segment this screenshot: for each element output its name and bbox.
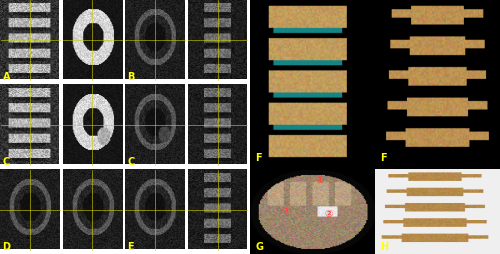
Text: A: A [2, 71, 10, 81]
Text: G: G [255, 241, 263, 251]
Text: D: D [2, 241, 10, 251]
Text: E: E [128, 241, 134, 251]
Text: B: B [128, 71, 135, 81]
Text: C: C [2, 156, 10, 166]
Text: F: F [255, 153, 262, 163]
Text: ②: ② [324, 208, 333, 218]
Text: ①: ① [316, 174, 324, 184]
Text: ③: ③ [281, 205, 289, 215]
Text: F: F [380, 153, 386, 163]
Text: H: H [380, 241, 388, 251]
Text: C: C [128, 156, 135, 166]
